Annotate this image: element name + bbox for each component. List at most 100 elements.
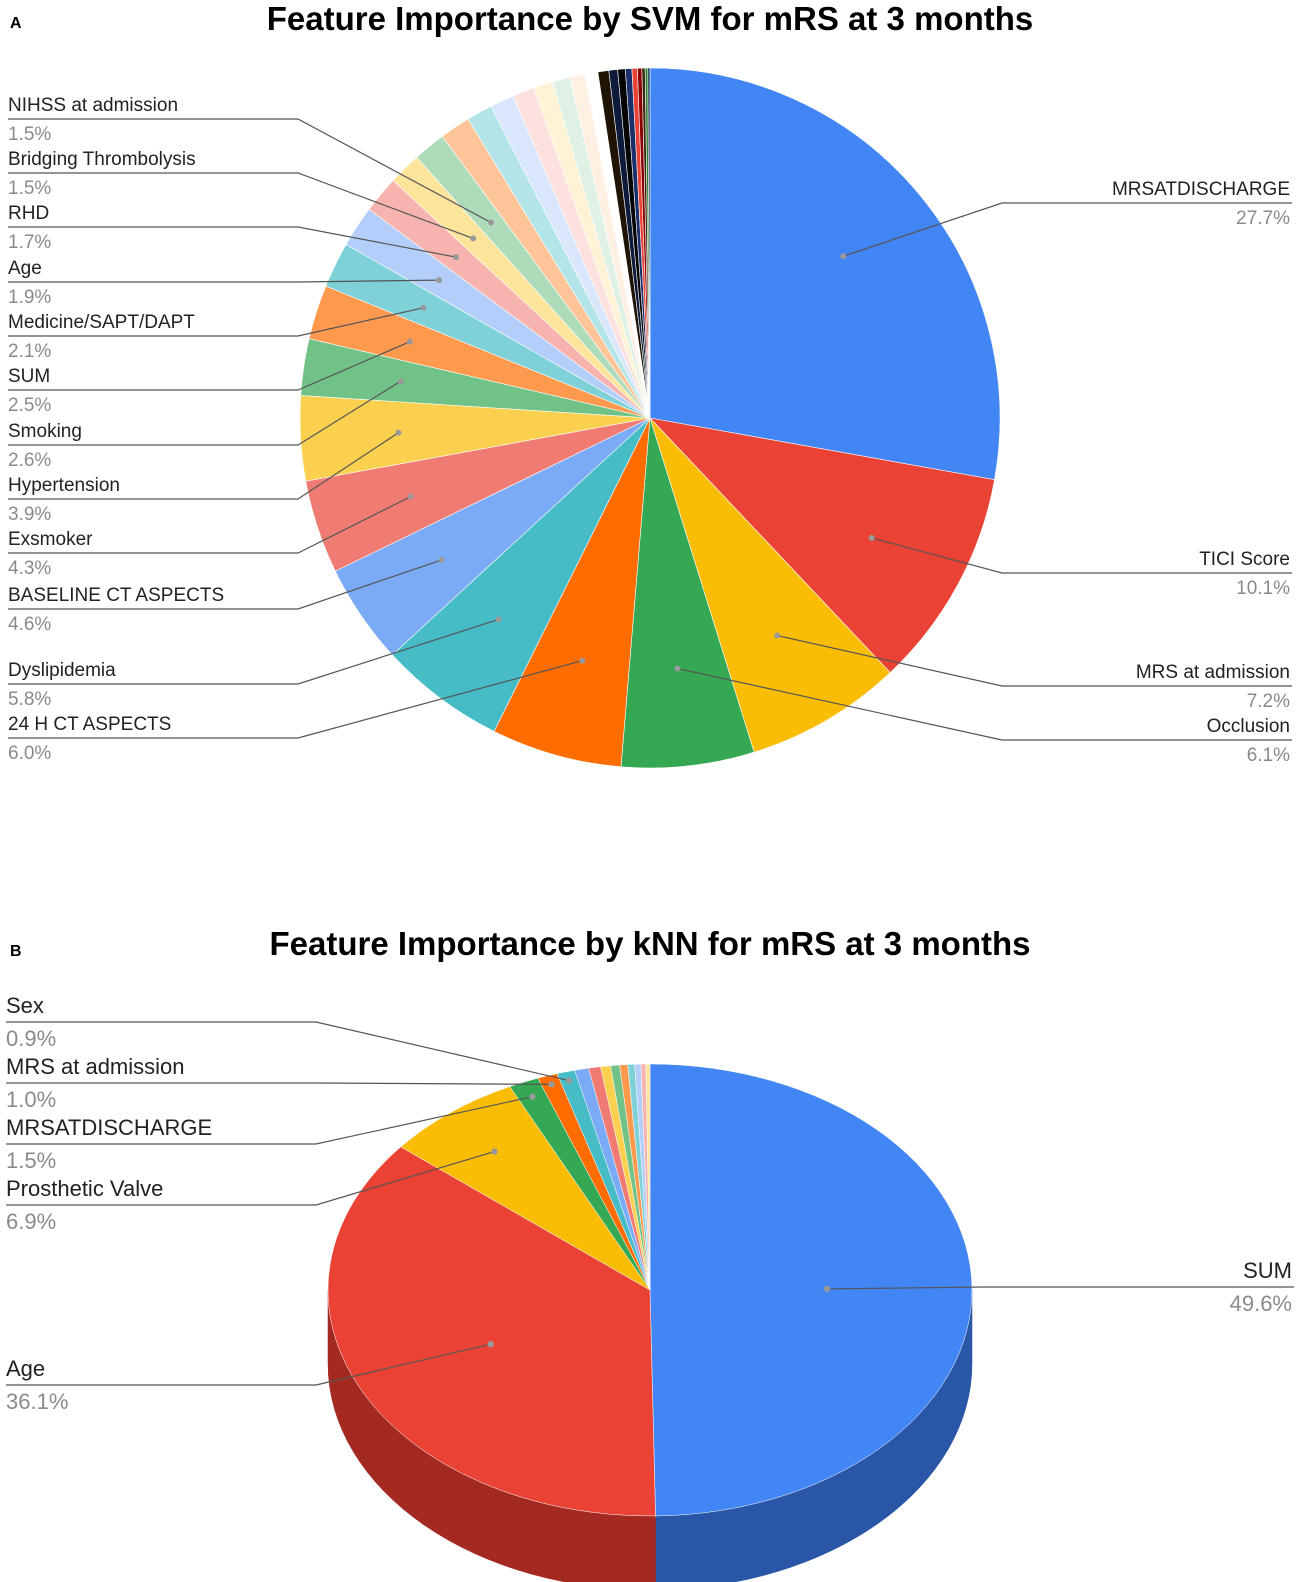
- slice-pct-tici-score: 10.1%: [1236, 578, 1290, 599]
- slice-pct-occlusion: 6.1%: [1247, 745, 1290, 766]
- slice-pct-sum: 2.5%: [8, 395, 51, 416]
- leader-dot-medicine-sapt-dapt: [420, 304, 427, 311]
- leader-line-dyslipidemia: [8, 618, 499, 685]
- pie-slice-24-h-ct-aspects: [493, 417, 651, 768]
- slice-pct-mrs-at-admission: 1.0%: [6, 1087, 56, 1112]
- pie-slice-mrs-at-admission: [649, 417, 891, 753]
- slice-pct-age: 36.1%: [6, 1389, 68, 1414]
- leader-line-rhd: [8, 226, 457, 258]
- leader-line-hypertension: [8, 432, 399, 500]
- slice-label-mrs-at-admission: MRS at admission: [6, 1054, 185, 1079]
- leader-line-mrsatdischarge: [6, 1096, 533, 1145]
- slice-label-occlusion: Occlusion: [1207, 716, 1290, 737]
- slice-label-sum: SUM: [8, 366, 50, 387]
- pie-slice-occlusion: [620, 417, 755, 769]
- slice-pct-prosthetic-valve: 6.9%: [6, 1209, 56, 1234]
- pie-slice-prosthetic-valve: [400, 1086, 651, 1291]
- slice-label-bridging-thrombolysis: Bridging Thrombolysis: [8, 149, 196, 170]
- leader-line-age: [8, 279, 440, 283]
- pie-slice-minor-14: [645, 1063, 651, 1291]
- slice-pct-mrs-at-admission: 7.2%: [1247, 691, 1290, 712]
- slice-pct-exsmoker: 4.3%: [8, 558, 51, 579]
- leader-dot-baseline-ct-aspects: [438, 556, 445, 563]
- leader-dot-nihss-at-admission: [488, 219, 495, 226]
- leader-dot-24-h-ct-aspects: [579, 657, 586, 664]
- leader-dot-sum: [823, 1285, 831, 1293]
- slice-label-medicine-sapt-dapt: Medicine/SAPT/DAPT: [8, 312, 195, 333]
- slice-label-nihss-at-admission: NIHSS at admission: [8, 95, 178, 116]
- slice-pct-medicine-sapt-dapt: 2.1%: [8, 341, 51, 362]
- labels-knn: SUM 49.6% Age 36.1% Prosthetic Valve 6.9% MRSA…: [6, 993, 1294, 1414]
- slice-label-exsmoker: Exsmoker: [8, 529, 93, 550]
- leader-line-nihss-at-admission: [8, 118, 492, 224]
- leader-line-mrsatdischarge: [843, 202, 1292, 257]
- pie-svm: [299, 67, 1001, 769]
- slice-pct-mrsatdischarge: 27.7%: [1236, 208, 1290, 229]
- slice-label-age: Age: [6, 1356, 45, 1381]
- panel-label-a: A: [10, 15, 22, 32]
- chart-title-knn: Feature Importance by kNN for mRS at 3 m…: [270, 925, 1031, 962]
- leader-dot-sum: [406, 338, 413, 345]
- slice-label-age: Age: [8, 258, 42, 279]
- chart-svm: A Feature Importance by SVM for mRS at 3…: [8, 0, 1292, 769]
- leader-dot-age: [487, 1340, 494, 1348]
- slice-pct-nihss-at-admission: 1.5%: [8, 124, 51, 145]
- slice-pct-sex: 0.9%: [6, 1026, 56, 1051]
- slice-pct-24-h-ct-aspects: 6.0%: [8, 743, 51, 764]
- leader-dot-exsmoker: [407, 493, 414, 500]
- leader-dot-mrs-at-admission: [548, 1081, 555, 1088]
- leader-line-tici-score: [871, 537, 1292, 574]
- slice-pct-baseline-ct-aspects: 4.6%: [8, 614, 51, 635]
- pie-slice-mrsatdischarge: [649, 67, 1001, 481]
- leader-dot-smoking: [397, 378, 404, 385]
- slice-pct-sum: 49.6%: [1230, 1291, 1292, 1316]
- pie-slice-dyslipidemia: [391, 417, 651, 732]
- leader-dot-mrsatdischarge: [840, 253, 847, 260]
- slice-label-hypertension: Hypertension: [8, 475, 120, 496]
- panel-label-b: B: [10, 943, 22, 960]
- leader-dot-sex: [565, 1077, 573, 1084]
- leader-line-sex: [6, 1021, 570, 1082]
- leader-line-bridging-thrombolysis: [8, 172, 474, 239]
- slice-label-prosthetic-valve: Prosthetic Valve: [6, 1176, 163, 1201]
- pie-knn: [327, 1063, 973, 1582]
- leader-dot-dyslipidemia: [495, 616, 502, 623]
- leader-dot-mrsatdischarge: [529, 1093, 536, 1100]
- slice-label-tici-score: TICI Score: [1199, 549, 1290, 570]
- leader-line-sum: [8, 341, 411, 391]
- leader-line-prosthetic-valve: [6, 1151, 495, 1206]
- pie-knn-top: [327, 1063, 973, 1517]
- slice-pct-mrsatdischarge: 1.5%: [6, 1148, 56, 1173]
- slice-label-dyslipidemia: Dyslipidemia: [8, 660, 116, 681]
- chart-title-svm: Feature Importance by SVM for mRS at 3 m…: [267, 0, 1033, 37]
- leader-dot-tici-score: [868, 534, 875, 541]
- slice-label-baseline-ct-aspects: BASELINE CT ASPECTS: [8, 585, 224, 606]
- slice-label-smoking: Smoking: [8, 421, 82, 442]
- slice-label-sex: Sex: [6, 993, 44, 1018]
- leader-line-occlusion: [677, 667, 1292, 741]
- pie-slice-age: [327, 1146, 656, 1517]
- slice-pct-bridging-thrombolysis: 1.5%: [8, 178, 51, 199]
- leader-dot-occlusion: [674, 665, 681, 672]
- slice-pct-dyslipidemia: 5.8%: [8, 689, 51, 710]
- slice-pct-smoking: 2.6%: [8, 450, 51, 471]
- leader-line-mrs-at-admission: [777, 634, 1292, 687]
- slice-pct-age: 1.9%: [8, 287, 51, 308]
- slice-label-rhd: RHD: [8, 203, 49, 224]
- leader-line-exsmoker: [8, 496, 411, 554]
- slice-label-mrs-at-admission: MRS at admission: [1136, 662, 1290, 683]
- leader-dot-prosthetic-valve: [491, 1148, 498, 1155]
- leader-dot-rhd: [453, 254, 460, 261]
- leader-line-sum: [827, 1286, 1294, 1290]
- leader-dot-bridging-thrombolysis: [470, 235, 477, 242]
- slice-label-mrsatdischarge: MRSATDISCHARGE: [1112, 179, 1290, 200]
- labels-svm: MRSATDISCHARGE 27.7% TICI Score 10.1% MRS at…: [8, 95, 1292, 766]
- leader-dot-mrs-at-admission: [774, 632, 781, 639]
- pie-slice-minor-32: [647, 67, 651, 419]
- slice-label-mrsatdischarge: MRSATDISCHARGE: [6, 1115, 212, 1140]
- leader-line-smoking: [8, 380, 402, 446]
- slice-label-24-h-ct-aspects: 24 H CT ASPECTS: [8, 714, 171, 735]
- leader-line-age: [6, 1343, 491, 1386]
- slice-pct-hypertension: 3.9%: [8, 504, 51, 525]
